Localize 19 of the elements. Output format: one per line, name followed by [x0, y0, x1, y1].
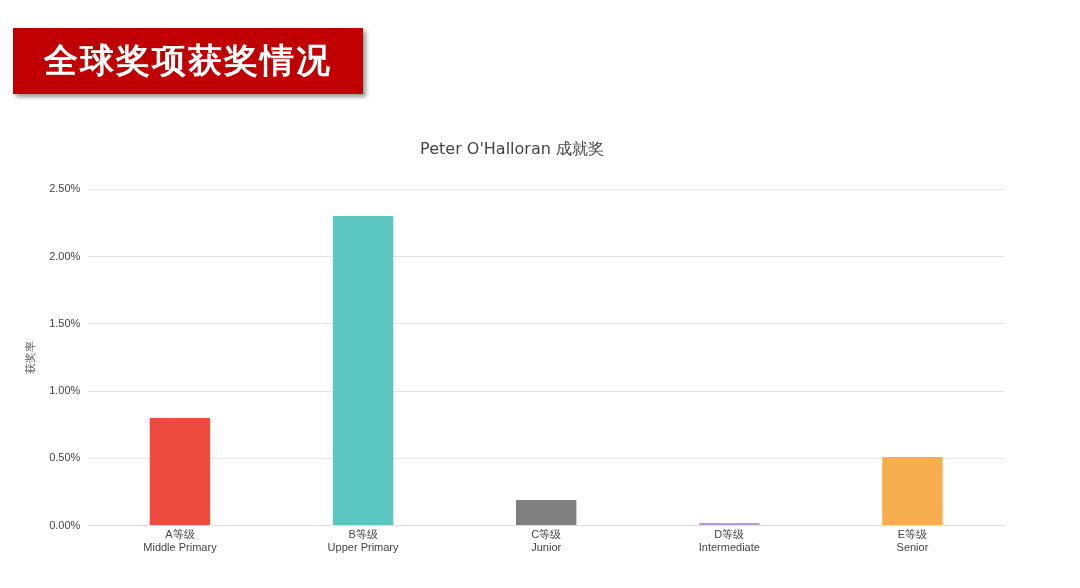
bar: [699, 522, 760, 526]
bar: [332, 216, 394, 526]
bar: [149, 417, 211, 526]
x-tick-label: C等级 Junior: [531, 528, 562, 554]
x-tick-label: A等级 Middle Primary: [143, 528, 218, 554]
chart-title: Peter O'Halloran 成就奖: [420, 138, 604, 158]
y-tick-label: 0.00%: [49, 518, 81, 531]
x-tick-label: B等级 Upper Primary: [327, 528, 400, 554]
y-tick-label: 2.50%: [49, 182, 81, 195]
x-tick-label: D等级 Intermediate: [698, 528, 760, 554]
y-axis-title: 获奖率: [23, 340, 36, 374]
y-tick-label: 0.50%: [49, 451, 81, 464]
y-tick-label: 1.00%: [49, 384, 81, 397]
bar: [882, 456, 943, 526]
bar: [515, 500, 577, 526]
x-tick-label: E等级 Senior: [896, 528, 929, 554]
chart-subtitle: 全球奖项获奖情况: [13, 28, 363, 94]
y-tick-label: 1.50%: [49, 316, 81, 329]
y-tick-label: 2.00%: [49, 249, 81, 262]
